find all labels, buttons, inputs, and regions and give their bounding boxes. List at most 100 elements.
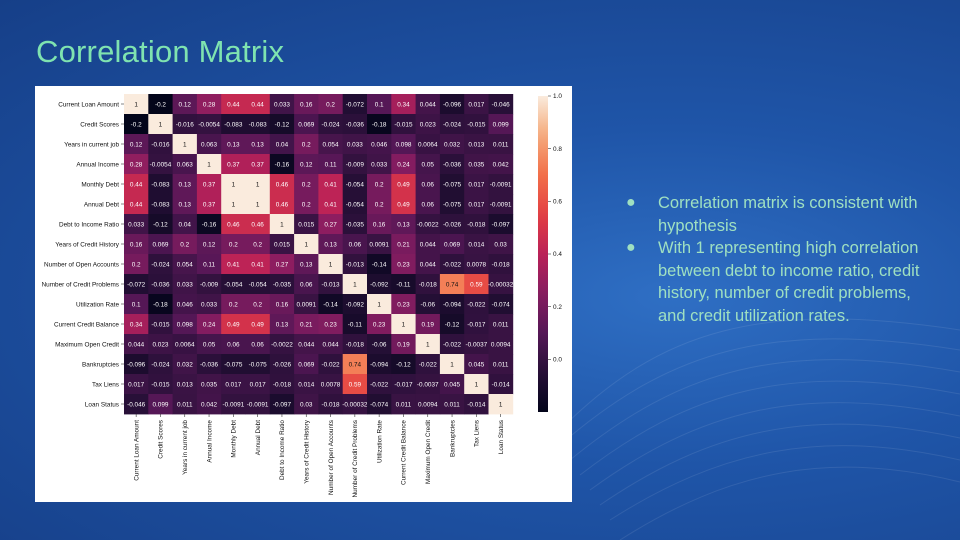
cell-value-label: -0.036: [346, 121, 365, 128]
heatmap-cell: [464, 294, 489, 315]
cell-value-label: -0.024: [151, 261, 170, 268]
cell-value-label: -0.018: [419, 281, 438, 288]
heatmap-cell: [294, 274, 319, 295]
heatmap-cell: [148, 234, 173, 255]
heatmap-cell: [269, 374, 295, 395]
cell-value-label: 0.49: [251, 321, 264, 328]
cell-value-label: -0.022: [467, 301, 486, 308]
heatmap-cell: [342, 114, 368, 135]
heatmap-cell: [148, 174, 173, 195]
heatmap-cell: [269, 94, 295, 115]
cell-value-label: -0.14: [372, 261, 387, 268]
heatmap-cell: [415, 194, 441, 215]
cell-value-label: -0.018: [492, 261, 511, 268]
heatmap-cell: [172, 174, 198, 195]
heatmap-cell: [367, 214, 392, 235]
bullet-item: ● With 1 representing high correlation b…: [626, 237, 931, 327]
cell-value-label: 0.044: [420, 261, 436, 268]
cell-value-label: 0.21: [300, 321, 313, 328]
y-tick-label: Tax Liens: [92, 381, 119, 388]
bullet-text: With 1 representing high correlation bet…: [658, 239, 920, 325]
heatmap-cell: [124, 374, 149, 395]
cell-value-label: 0.49: [227, 321, 240, 328]
y-tick-label: Years in current job: [64, 141, 119, 148]
cell-value-label: -0.046: [127, 401, 146, 408]
heatmap-cell: [488, 314, 514, 335]
cell-value-label: -0.16: [202, 221, 217, 228]
cell-value-label: 0.2: [180, 241, 189, 248]
x-tick-label: Monthly Debt: [231, 420, 238, 458]
y-tick-label: Current Loan Amount: [58, 101, 119, 108]
heatmap-cell: [439, 214, 465, 235]
cell-value-label: 0.41: [251, 261, 264, 268]
heatmap-cell: [488, 394, 514, 415]
cell-value-label: 0.0064: [175, 341, 195, 348]
correlation-heatmap: 1 -0.2 0.12 0.28 0.44 0.44 0.033 0.16 0.2 -0.072 0…: [42, 93, 563, 497]
cell-value-label: -0.083: [224, 121, 243, 128]
heatmap-cell: [391, 274, 416, 295]
heatmap-cell: [391, 174, 416, 195]
heatmap-cell: [294, 154, 319, 175]
heatmap-cell: [464, 274, 489, 295]
cell-value-label: -0.094: [443, 301, 462, 308]
heatmap-cell: [148, 254, 173, 275]
cell-value-label: -0.018: [346, 341, 365, 348]
cell-value-label: 0.033: [201, 301, 217, 308]
heatmap-cell: [439, 274, 465, 295]
heatmap-cell: [367, 294, 392, 315]
cell-value-label: 0.015: [274, 241, 290, 248]
cell-value-label: 0.28: [203, 101, 216, 108]
cell-value-label: 0.069: [298, 121, 314, 128]
cell-value-label: 0.017: [225, 381, 241, 388]
heatmap-cell: [439, 194, 465, 215]
heatmap-cell: [415, 154, 441, 175]
cell-value-label: 0.046: [177, 301, 193, 308]
heatmap-cell: [318, 234, 344, 255]
colorbar-tick-label: 0.8: [553, 146, 562, 153]
heatmap-cell: [342, 354, 368, 375]
heatmap-cell: [124, 294, 149, 315]
heatmap-cell: [245, 134, 271, 155]
x-tick-label: Debt to Income Ratio: [279, 420, 286, 480]
heatmap-cell: [294, 374, 319, 395]
cell-value-label: 0.011: [493, 361, 509, 368]
y-tick-label: Utilization Rate: [76, 301, 119, 308]
cell-value-label: 0.21: [397, 241, 410, 248]
y-tick-label: Number of Open Accounts: [44, 261, 119, 268]
heatmap-cell: [391, 294, 416, 315]
heatmap-cell: [439, 374, 465, 395]
heatmap-cell: [488, 174, 514, 195]
heatmap-cell: [367, 114, 392, 135]
heatmap-cell: [391, 394, 416, 415]
heatmap-cell: [318, 154, 344, 175]
bullet-dot-icon: ●: [626, 194, 636, 211]
cell-value-label: 0.042: [201, 401, 217, 408]
cell-value-label: -0.11: [396, 281, 411, 288]
heatmap-cell: [439, 294, 465, 315]
x-tick-label: Years of Credit History: [303, 419, 310, 483]
heatmap-cell: [342, 394, 368, 415]
heatmap-cell: [488, 194, 514, 215]
heatmap-cell: [148, 194, 173, 215]
cell-value-label: -0.014: [492, 381, 511, 388]
heatmap-cell: [269, 234, 295, 255]
cell-value-label: 0.044: [128, 341, 144, 348]
cell-value-label: -0.094: [370, 361, 389, 368]
cell-value-label: -0.18: [372, 121, 387, 128]
cell-value-label: -0.083: [151, 201, 170, 208]
cell-value-label: 0.46: [276, 181, 289, 188]
heatmap-cell: [342, 314, 368, 335]
cell-value-label: 0.04: [276, 141, 289, 148]
heatmap-cell: [294, 294, 319, 315]
heatmap-cell: [221, 134, 246, 155]
cell-value-label: 0.017: [250, 381, 266, 388]
heatmap-cell: [294, 234, 319, 255]
cell-value-label: 0.045: [468, 361, 484, 368]
heatmap-cell: [196, 354, 222, 375]
x-tick-label: Maximum Open Credit: [425, 420, 432, 484]
heatmap-cell: [367, 134, 392, 155]
heatmap-cell: [415, 134, 441, 155]
heatmap-cell: [245, 334, 271, 355]
bullet-list: ● Correlation matrix is consistent with …: [626, 192, 931, 327]
heatmap-cell: [294, 394, 319, 415]
